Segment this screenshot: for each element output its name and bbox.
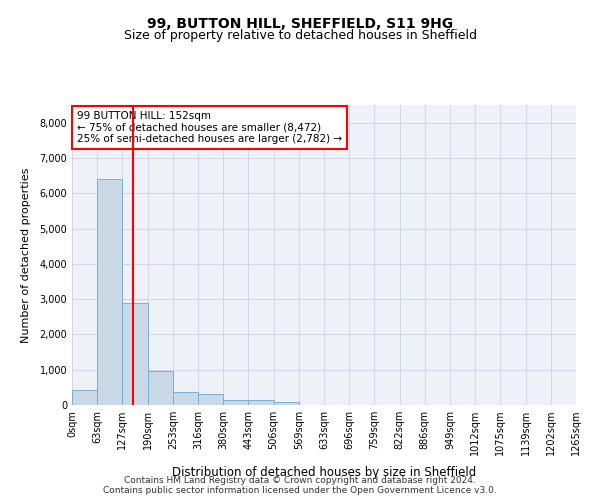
Text: 99 BUTTON HILL: 152sqm
← 75% of detached houses are smaller (8,472)
25% of semi-: 99 BUTTON HILL: 152sqm ← 75% of detached…	[77, 111, 342, 144]
Y-axis label: Number of detached properties: Number of detached properties	[21, 168, 31, 342]
Bar	[198, 394, 223, 405]
Bar	[223, 400, 248, 405]
Bar	[72, 390, 97, 405]
Text: Size of property relative to detached houses in Sheffield: Size of property relative to detached ho…	[124, 29, 476, 42]
Bar	[122, 302, 148, 405]
Bar	[97, 179, 122, 405]
Text: Contains HM Land Registry data © Crown copyright and database right 2024.
Contai: Contains HM Land Registry data © Crown c…	[103, 476, 497, 495]
Text: 99, BUTTON HILL, SHEFFIELD, S11 9HG: 99, BUTTON HILL, SHEFFIELD, S11 9HG	[147, 18, 453, 32]
Bar	[274, 402, 299, 405]
Bar	[248, 400, 274, 405]
Bar	[173, 392, 198, 405]
X-axis label: Distribution of detached houses by size in Sheffield: Distribution of detached houses by size …	[172, 466, 476, 479]
Bar	[148, 372, 173, 405]
